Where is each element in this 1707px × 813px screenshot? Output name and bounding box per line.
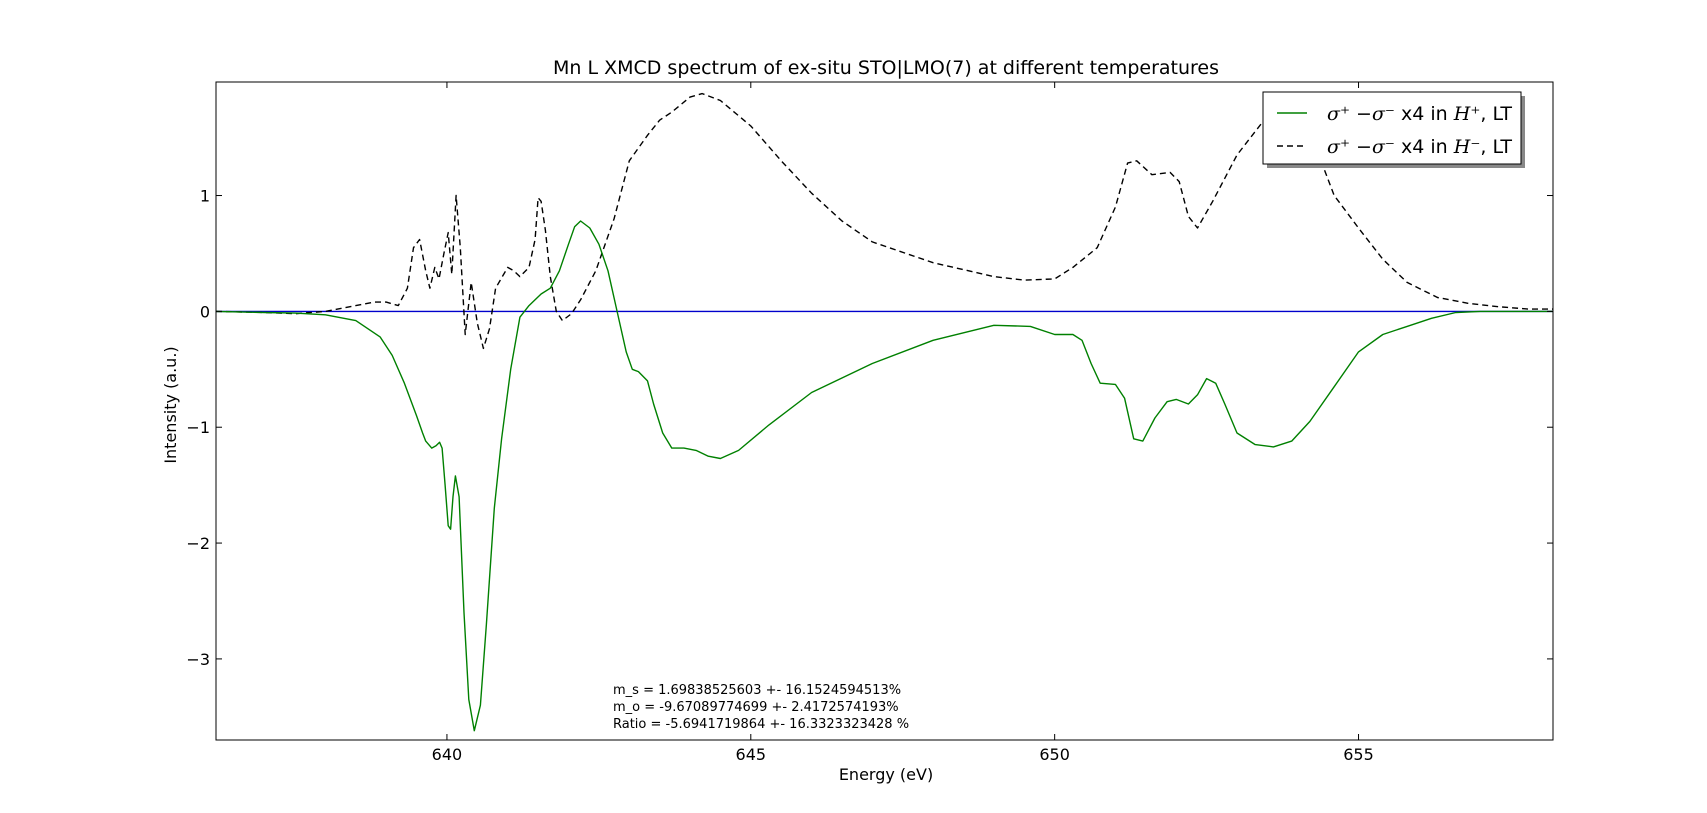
legend-field-part: H⁻ xyxy=(1453,136,1481,158)
annotation-line: m_o = -9.67089774699 +- 2.4172574193% xyxy=(613,700,899,715)
x-tick-label: 640 xyxy=(432,745,463,764)
x-tick-label: 650 xyxy=(1039,745,1070,764)
series-line-1 xyxy=(216,92,1553,350)
legend-entry-label: σ⁺ −σ⁻ x4 in H⁻, LT xyxy=(1327,136,1512,158)
legend-suffix-part: , LT xyxy=(1480,136,1512,158)
series-group xyxy=(216,92,1553,732)
legend-math-part: σ⁺ −σ⁻ xyxy=(1327,103,1395,125)
y-tick-label: 0 xyxy=(200,302,210,321)
legend-field-part: H⁺ xyxy=(1453,103,1481,125)
y-tick-label: 1 xyxy=(200,187,210,206)
x-axis-label: Energy (eV) xyxy=(839,765,933,784)
chart-title: Mn L XMCD spectrum of ex-situ STO|LMO(7)… xyxy=(553,57,1219,79)
legend-box xyxy=(1262,91,1522,165)
plot-area: 640 645 650 655 −3 −2 −1 0 1 xyxy=(186,81,1554,764)
x-tick-label: 655 xyxy=(1343,745,1374,764)
y-tick-label: −1 xyxy=(186,418,210,437)
legend-entry-label: σ⁺ −σ⁻ x4 in H⁺, LT xyxy=(1327,103,1512,125)
annotation-line: Ratio = -5.6941719864 +- 16.3323323428 % xyxy=(613,717,909,732)
y-axis-label: Intensity (a.u.) xyxy=(161,346,180,463)
legend-text-part: x4 in xyxy=(1395,103,1454,125)
legend: σ⁺ −σ⁻ x4 in H⁺, LTσ⁺ −σ⁻ x4 in H⁻, LT xyxy=(1262,91,1525,168)
legend-text-part: x4 in xyxy=(1395,136,1454,158)
legend-suffix-part: , LT xyxy=(1480,103,1512,125)
y-tick-label: −2 xyxy=(186,534,210,553)
legend-math-part: σ⁺ −σ⁻ xyxy=(1327,136,1395,158)
annotation-block: m_s = 1.69838525603 +- 16.1524594513% m_o… xyxy=(613,683,909,732)
y-tick-label: −3 xyxy=(186,650,210,669)
series-line-0 xyxy=(216,220,1553,732)
plot-frame xyxy=(215,81,1554,741)
x-tick-label: 645 xyxy=(736,745,767,764)
annotation-line: m_s = 1.69838525603 +- 16.1524594513% xyxy=(613,683,901,698)
